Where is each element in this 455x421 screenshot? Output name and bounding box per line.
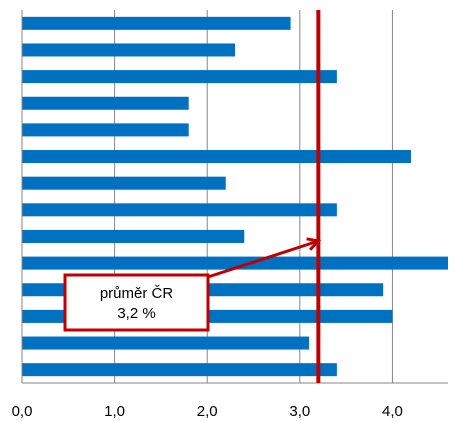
- callout-label-line-1: průměr ČR: [100, 285, 174, 302]
- callout-arrowhead: [306, 237, 322, 251]
- x-tick-label-0: 0,0: [12, 403, 33, 420]
- bar-13: [22, 336, 310, 350]
- bar-14: [22, 363, 337, 377]
- x-tick-label-4: 4,0: [382, 403, 403, 420]
- bar-2: [22, 43, 235, 57]
- x-tick-label-1: 1,0: [104, 403, 125, 420]
- bar-8: [22, 203, 337, 217]
- bar-6: [22, 150, 411, 164]
- x-tick-labels: 0,0 1,0 2,0 3,0 4,0: [12, 403, 403, 420]
- bar-3: [22, 70, 337, 84]
- bar-1: [22, 16, 291, 30]
- bar-4: [22, 96, 189, 110]
- bar-10: [22, 256, 448, 270]
- x-tick-label-2: 2,0: [197, 403, 218, 420]
- x-tick-label-3: 3,0: [289, 403, 310, 420]
- bar-9: [22, 229, 245, 243]
- bar-5: [22, 123, 189, 137]
- callout-label-line-2: 3,2 %: [117, 305, 155, 322]
- bar-7: [22, 176, 226, 190]
- callout-box: [63, 273, 210, 332]
- callout-arrow: [207, 239, 319, 279]
